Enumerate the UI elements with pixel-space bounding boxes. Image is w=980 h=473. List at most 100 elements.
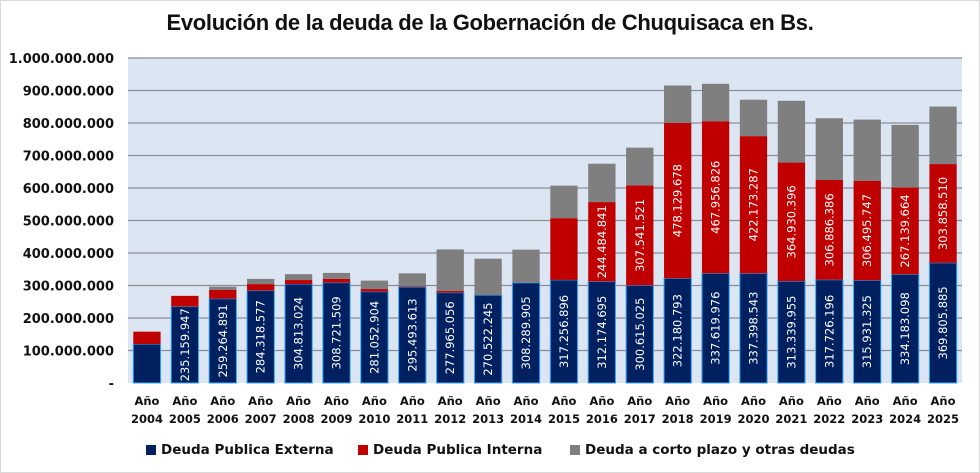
- bar-segment-deuda-a-corto-plazo-y-otras-deudas: [815, 118, 843, 181]
- bar-segment-deuda-publica-externa: [549, 279, 579, 384]
- x-tick-label: 2018: [662, 412, 694, 426]
- data-label: 364.930.396: [784, 185, 798, 258]
- chart-title: Evolución de la deuda de la Gobernación …: [166, 10, 814, 35]
- x-tick-label: 2022: [813, 412, 845, 426]
- x-tick-label: 2024: [889, 412, 921, 426]
- y-tick-label: 200.000.000: [23, 312, 114, 327]
- x-tick-label: 2025: [927, 412, 959, 426]
- bar-segment-deuda-a-corto-plazo-y-otras-deudas: [322, 272, 351, 279]
- data-label: 307.541.521: [633, 199, 647, 272]
- legend-item: Deuda Publica Interna: [358, 442, 542, 458]
- legend-label: Deuda Publica Externa: [161, 442, 334, 458]
- bar-segment-deuda-publica-interna: [815, 180, 843, 280]
- data-label: 322.180.793: [671, 294, 685, 367]
- data-label: 308.289.905: [519, 296, 533, 369]
- bar-segment-deuda-publica-interna: [284, 280, 313, 284]
- x-tick-label: 2010: [358, 412, 390, 426]
- x-tick-label: Año: [172, 394, 197, 408]
- bar-segment-deuda-a-corto-plazo-y-otras-deudas: [664, 85, 692, 123]
- bar-segment-deuda-publica-interna: [664, 122, 692, 279]
- x-tick-label: Año: [627, 394, 652, 408]
- x-tick-label: Año: [362, 394, 387, 408]
- bar-segment-deuda-a-corto-plazo-y-otras-deudas: [247, 278, 275, 285]
- x-tick-label: Año: [400, 394, 425, 408]
- legend-swatch: [146, 445, 156, 455]
- bar-segment-deuda-publica-externa: [663, 277, 692, 384]
- bar-segment-deuda-a-corto-plazo-y-otras-deudas: [929, 106, 957, 165]
- y-tick-label: 500.000.000: [23, 215, 114, 230]
- bar-segment-deuda-publica-interna: [133, 331, 161, 344]
- bar-segment-deuda-publica-interna: [929, 164, 957, 263]
- data-label: 369.805.885: [936, 286, 950, 359]
- bar-segment-deuda-publica-externa: [587, 281, 617, 384]
- data-label: 244.484.841: [595, 205, 609, 278]
- data-label: 277.965.056: [443, 301, 457, 374]
- x-tick-label: 2020: [737, 412, 769, 426]
- legend-label: Deuda Publica Interna: [373, 442, 543, 458]
- legend-swatch: [570, 445, 580, 455]
- bar-segment-deuda-publica-interna: [777, 162, 806, 282]
- bar-segment-deuda-publica-interna: [209, 289, 237, 299]
- bar-segment-deuda-a-corto-plazo-y-otras-deudas: [891, 124, 919, 188]
- x-tick-label: Año: [551, 394, 576, 408]
- bar-segment-deuda-publica-externa: [815, 279, 844, 384]
- x-tick-label: Año: [324, 394, 349, 408]
- x-tick-label: Año: [476, 394, 501, 408]
- bar-segment-deuda-a-corto-plazo-y-otras-deudas: [550, 185, 578, 219]
- y-tick-label: 800.000.000: [23, 117, 114, 132]
- y-tick-label: -: [109, 377, 114, 392]
- data-label: 478.129.678: [671, 164, 685, 237]
- x-tick-label: 2023: [851, 412, 883, 426]
- legend-label: Deuda a corto plazo y otras deudas: [585, 442, 855, 458]
- bar-segment-deuda-a-corto-plazo-y-otras-deudas: [701, 83, 730, 122]
- x-tick-label: Año: [855, 394, 880, 408]
- bar-segment-deuda-a-corto-plazo-y-otras-deudas: [739, 99, 768, 137]
- bar-segment-deuda-publica-interna: [436, 291, 464, 293]
- bar-segment-deuda-a-corto-plazo-y-otras-deudas: [284, 274, 313, 281]
- data-label: 334.183.098: [898, 292, 912, 365]
- data-label: 312.174.695: [595, 296, 609, 369]
- bar-segment-deuda-publica-interna: [739, 136, 768, 274]
- x-tick-label: 2011: [396, 412, 428, 426]
- x-tick-label: 2004: [131, 412, 163, 426]
- bar-segment-deuda-publica-interna: [398, 286, 426, 287]
- x-tick-label: Año: [893, 394, 918, 408]
- bar-segment-deuda-publica-externa: [208, 298, 237, 384]
- x-tick-label: 2008: [283, 412, 315, 426]
- x-tick-label: Año: [703, 394, 728, 408]
- data-label: 267.139.664: [898, 194, 912, 267]
- bar-segment-deuda-publica-externa: [473, 294, 503, 384]
- bar-segment-deuda-publica-interna: [626, 185, 654, 286]
- bar-segment-deuda-publica-externa: [322, 282, 351, 384]
- x-tick-label: Año: [514, 394, 539, 408]
- bar-segment-deuda-publica-externa: [701, 272, 730, 384]
- data-label: 313.339.955: [784, 295, 798, 368]
- bar-segment-deuda-publica-interna: [247, 284, 275, 291]
- data-label: 337.619.976: [709, 292, 723, 365]
- data-label: 317.256.896: [557, 295, 571, 368]
- data-label: 300.615.025: [633, 298, 647, 371]
- bar-segment-deuda-publica-externa: [890, 273, 920, 384]
- x-tick-label: Año: [286, 394, 311, 408]
- x-tick-label: Año: [817, 394, 842, 408]
- x-tick-label: 2009: [320, 412, 352, 426]
- x-tick-label: Año: [134, 394, 159, 408]
- y-tick-label: 600.000.000: [23, 182, 114, 197]
- bar-segment-deuda-a-corto-plazo-y-otras-deudas: [474, 258, 502, 296]
- data-label: 315.931.325: [860, 295, 874, 368]
- bar-segment-deuda-publica-interna: [550, 218, 578, 280]
- data-label: 284.318.577: [254, 300, 268, 373]
- bar-segment-deuda-publica-externa: [398, 286, 427, 384]
- bar-segment-deuda-a-corto-plazo-y-otras-deudas: [853, 119, 881, 181]
- x-tick-label: 2019: [700, 412, 732, 426]
- bar-segment-deuda-publica-interna: [360, 289, 389, 292]
- data-label: 295.493.613: [405, 298, 419, 371]
- bar-segment-deuda-publica-interna: [588, 202, 616, 282]
- bar-segment-deuda-a-corto-plazo-y-otras-deudas: [626, 147, 654, 186]
- data-label: 259.264.891: [216, 304, 230, 377]
- bar-segment-deuda-publica-interna: [171, 295, 199, 307]
- bar-segment-deuda-publica-externa: [436, 292, 465, 384]
- x-tick-label: Año: [741, 394, 766, 408]
- data-label: 467.956.826: [709, 161, 723, 234]
- legend: Deuda Publica Externa Deuda Publica Inter…: [0, 442, 980, 462]
